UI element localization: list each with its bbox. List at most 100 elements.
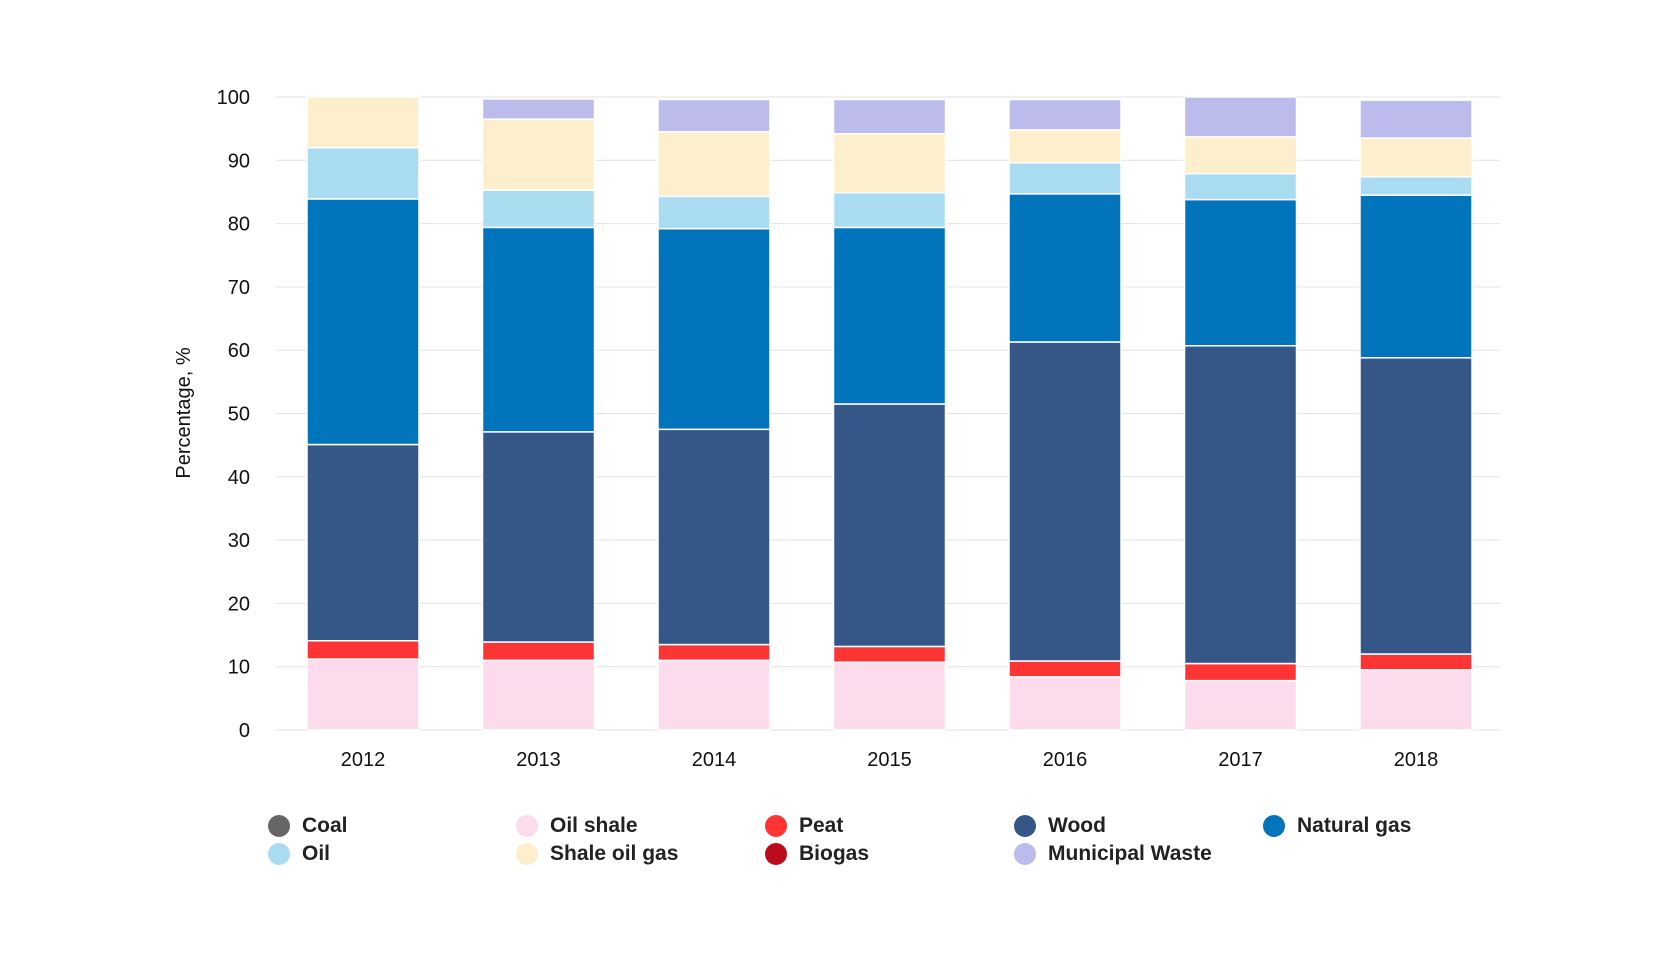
bar-segment-peat <box>1008 660 1122 678</box>
bar-segment-natural-gas <box>1008 193 1122 343</box>
legend-swatch <box>516 843 538 865</box>
bar-segment-oil-shale <box>1008 676 1122 731</box>
legend-label: Wood <box>1048 814 1106 837</box>
y-tick-label: 20 <box>228 593 250 615</box>
bar-segment-shale-oil-gas <box>657 131 771 198</box>
legend-item-municipal-waste: Municipal Waste <box>1014 842 1212 866</box>
y-tick-label: 10 <box>228 657 250 679</box>
bar-segment-natural-gas <box>306 198 420 446</box>
bar-segment-municipal-waste <box>1008 98 1122 131</box>
bar-segment-oil <box>306 146 420 200</box>
bar-segment-natural-gas <box>1183 198 1298 347</box>
bar-segment-oil <box>1008 162 1122 195</box>
bar-segment-shale-oil-gas <box>306 96 420 149</box>
y-tick-label: 60 <box>228 340 250 362</box>
bar-segment-wood <box>1359 357 1473 655</box>
bar-segment-natural-gas <box>832 226 947 405</box>
legend-label: Peat <box>799 814 844 837</box>
legend-item-biogas: Biogas <box>765 842 869 866</box>
x-tick-label: 2015 <box>867 749 912 771</box>
bar-segment-municipal-waste <box>1183 96 1298 138</box>
bar-segment-natural-gas <box>1359 194 1473 359</box>
bar-segment-natural-gas <box>657 227 771 431</box>
legend-label: Municipal Waste <box>1048 842 1212 865</box>
bar-segment-shale-oil-gas <box>481 118 596 191</box>
y-tick-label: 30 <box>228 530 250 552</box>
legend-item-oil: Oil <box>268 842 330 866</box>
bar-segment-oil <box>1183 172 1298 201</box>
bar-segment-peat <box>306 639 420 660</box>
bar-segment-oil-shale <box>832 661 947 731</box>
y-tick-label: 80 <box>228 214 250 236</box>
legend-item-natural-gas: Natural gas <box>1263 814 1411 838</box>
legend-swatch <box>268 815 290 837</box>
bar-stack-2012 <box>306 96 420 731</box>
bar-stack-2015 <box>832 98 947 731</box>
bar-segment-oil-shale <box>306 658 420 731</box>
bar-segment-oil-shale <box>1183 679 1298 731</box>
y-tick-label: 100 <box>217 87 250 109</box>
bar-segment-oil-shale <box>657 659 771 731</box>
legend-swatch <box>1014 843 1036 865</box>
legend-swatch <box>1263 815 1285 837</box>
x-tick-label: 2016 <box>1043 749 1088 771</box>
bar-segment-municipal-waste <box>481 98 596 120</box>
bar-segment-peat <box>832 645 947 664</box>
bar-segment-oil <box>657 195 771 230</box>
bar-segment-oil-shale <box>1359 669 1473 731</box>
bar-segment-wood <box>657 428 771 646</box>
legend-label: Shale oil gas <box>550 842 679 865</box>
bar-segment-wood <box>481 431 596 643</box>
bar-segment-peat <box>481 641 596 662</box>
bar-segment-peat <box>1183 662 1298 682</box>
y-tick-label: 70 <box>228 277 250 299</box>
bar-segment-municipal-waste <box>832 98 947 135</box>
bar-segment-wood <box>832 403 947 648</box>
legend-label: Biogas <box>799 842 870 865</box>
bar-stack-2014 <box>657 98 771 731</box>
bar-segment-shale-oil-gas <box>832 132 947 194</box>
bar-segment-oil <box>1359 176 1473 196</box>
x-tick-label: 2013 <box>516 749 561 771</box>
legend-swatch <box>268 843 290 865</box>
legend-swatch <box>1014 815 1036 837</box>
bar-segment-municipal-waste <box>1359 99 1473 139</box>
legend-swatch <box>765 815 787 837</box>
bar-segment-wood <box>306 443 420 642</box>
legend-label: Oil <box>302 842 331 865</box>
bar-segment-shale-oil-gas <box>1359 137 1473 178</box>
legend-item-oil-shale: Oil shale <box>516 814 638 838</box>
bar-stack-2018 <box>1359 99 1473 731</box>
legend-label: Coal <box>302 814 348 837</box>
legend-swatch <box>516 815 538 837</box>
x-tick-label: 2014 <box>692 749 737 771</box>
y-axis-label: Percentage, % <box>173 347 195 478</box>
bar-segment-municipal-waste <box>657 98 771 133</box>
bar-segment-peat <box>657 643 771 662</box>
y-tick-label: 50 <box>228 404 250 426</box>
bar-stack-2016 <box>1008 98 1122 731</box>
y-tick-label: 40 <box>228 467 250 489</box>
bar-stack-2013 <box>481 98 596 731</box>
legend-label: Natural gas <box>1297 814 1412 837</box>
bar-stack-2017 <box>1183 96 1298 731</box>
x-tick-label: 2017 <box>1218 749 1263 771</box>
bar-segment-shale-oil-gas <box>1183 136 1298 175</box>
x-tick-label: 2012 <box>341 749 386 771</box>
legend-item-peat: Peat <box>765 814 843 838</box>
legend-item-wood: Wood <box>1014 814 1106 838</box>
bars <box>306 96 1473 731</box>
legend-item-shale-oil-gas: Shale oil gas <box>516 842 678 866</box>
legend-swatch <box>765 843 787 865</box>
y-axis-ticks: 0 10 20 30 40 50 60 70 80 90 100 <box>217 87 250 742</box>
y-tick-label: 90 <box>228 150 250 172</box>
bar-segment-wood <box>1183 345 1298 665</box>
legend-label: Oil shale <box>550 814 638 837</box>
bar-segment-oil-shale <box>481 659 596 731</box>
bar-segment-shale-oil-gas <box>1008 129 1122 164</box>
legend-item-coal: Coal <box>268 814 348 838</box>
bar-segment-oil <box>481 189 596 229</box>
x-axis-ticks: 2012 2013 2014 2015 2016 2017 2018 <box>341 749 1439 771</box>
x-tick-label: 2018 <box>1394 749 1439 771</box>
